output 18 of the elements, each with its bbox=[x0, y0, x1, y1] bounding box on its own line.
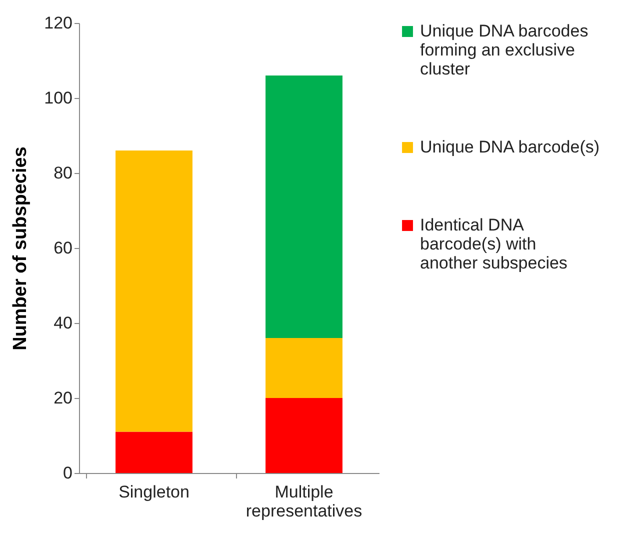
legend-label: Identical DNA barcode(s) with another subspecies bbox=[420, 216, 568, 272]
y-tick-label: 120 bbox=[44, 14, 72, 32]
legend-label: Unique DNA barcode(s) bbox=[420, 138, 600, 156]
y-tick-label: 100 bbox=[44, 88, 72, 108]
bar bbox=[266, 76, 342, 338]
y-axis-title: Number of subspecies bbox=[10, 146, 32, 350]
x-tick-label: Singleton bbox=[118, 482, 190, 502]
y-tick-label: 20 bbox=[54, 388, 72, 408]
y-tick-label: 40 bbox=[54, 314, 72, 332]
bar bbox=[116, 432, 192, 473]
y-tick-label: 0 bbox=[63, 464, 72, 482]
legend-label: Unique DNA barcodes forming an exclusive cluster bbox=[420, 22, 588, 78]
bar bbox=[116, 150, 192, 432]
bar bbox=[266, 338, 342, 398]
y-tick-label: 80 bbox=[54, 164, 72, 182]
bar bbox=[266, 398, 342, 473]
x-tick-label: Multiple representatives bbox=[246, 482, 362, 520]
y-tick-label: 60 bbox=[54, 238, 72, 258]
